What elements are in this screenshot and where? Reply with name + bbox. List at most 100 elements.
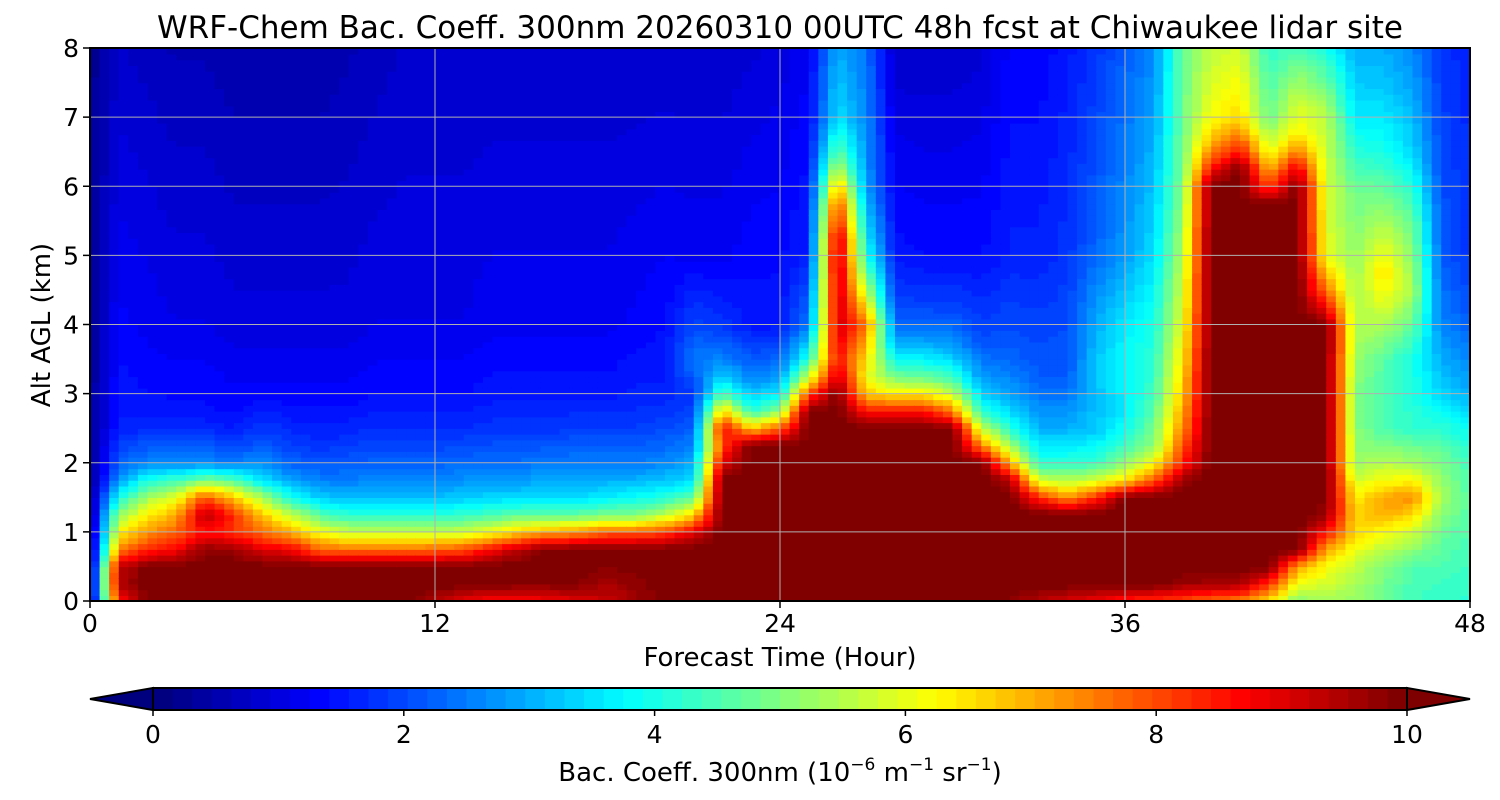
- heatmap-cell: [387, 485, 398, 493]
- heatmap-cell: [195, 399, 206, 406]
- heatmap-cell: [348, 577, 360, 585]
- heatmap-cell: [310, 503, 321, 510]
- heatmap-cell: [300, 122, 312, 130]
- heatmap-cell: [176, 266, 187, 274]
- heatmap-cell: [406, 387, 417, 395]
- heatmap-cell: [320, 71, 331, 78]
- heatmap-cell: [109, 572, 120, 579]
- heatmap-cell: [195, 284, 206, 291]
- heatmap-cell: [569, 145, 580, 153]
- heatmap-cell: [291, 387, 302, 395]
- heatmap-cell: [521, 393, 532, 401]
- heatmap-cell: [109, 272, 120, 280]
- heatmap-cell: [415, 203, 427, 210]
- heatmap-cell: [377, 312, 388, 320]
- heatmap-cell: [224, 577, 235, 585]
- heatmap-cell: [320, 174, 331, 182]
- heatmap-cell: [243, 192, 254, 199]
- heatmap-cell: [320, 128, 331, 136]
- heatmap-cell: [118, 111, 130, 118]
- heatmap-cell: [521, 48, 532, 55]
- heatmap-cell: [300, 203, 312, 210]
- heatmap-cell: [348, 537, 360, 545]
- heatmap-cell: [166, 485, 177, 493]
- heatmap-cell: [425, 462, 436, 470]
- heatmap-cell: [463, 163, 475, 170]
- heatmap-cell: [559, 163, 570, 170]
- heatmap-cell: [559, 318, 570, 326]
- heatmap-cell: [444, 359, 455, 366]
- heatmap-cell: [530, 526, 542, 533]
- heatmap-cell: [291, 48, 302, 55]
- heatmap-cell: [406, 88, 417, 95]
- heatmap-cell: [233, 497, 245, 504]
- heatmap-cell: [195, 370, 206, 378]
- heatmap-cell: [99, 301, 110, 308]
- heatmap-cell: [157, 266, 168, 274]
- heatmap-cell: [329, 226, 340, 234]
- heatmap-cell: [358, 577, 369, 585]
- heatmap-cell: [358, 474, 369, 481]
- heatmap-cell: [511, 560, 522, 568]
- heatmap-cell: [482, 168, 494, 176]
- heatmap-cell: [597, 497, 609, 504]
- heatmap-cell: [348, 243, 360, 251]
- heatmap-cell: [281, 157, 292, 164]
- heatmap-cell: [569, 48, 580, 55]
- heatmap-cell: [435, 134, 446, 141]
- heatmap-cell: [109, 284, 120, 291]
- heatmap-cell: [348, 468, 360, 475]
- heatmap-cell: [530, 347, 542, 354]
- heatmap-cell: [243, 226, 254, 234]
- heatmap-cell: [482, 203, 494, 210]
- heatmap-cell: [521, 111, 532, 118]
- heatmap-cell: [463, 94, 475, 101]
- heatmap-cell: [358, 416, 369, 424]
- heatmap-cell: [550, 117, 561, 124]
- heatmap-cell: [272, 76, 283, 84]
- heatmap-cell: [521, 278, 532, 285]
- heatmap-cell: [569, 474, 580, 481]
- heatmap-cell: [300, 549, 312, 556]
- heatmap-cell: [272, 393, 283, 401]
- heatmap-cell: [540, 324, 551, 331]
- heatmap-cell: [511, 318, 522, 326]
- heatmap-cell: [550, 272, 561, 280]
- heatmap-cell: [463, 174, 475, 182]
- heatmap-cell: [358, 261, 369, 268]
- heatmap-cell: [272, 497, 283, 504]
- heatmap-cell: [348, 128, 360, 136]
- heatmap-cell: [530, 566, 542, 573]
- heatmap-cell: [243, 531, 254, 539]
- heatmap-cell: [511, 456, 522, 464]
- heatmap-cell: [176, 387, 187, 395]
- heatmap-cell: [463, 416, 475, 424]
- heatmap-cell: [281, 289, 292, 297]
- heatmap-cell: [99, 433, 110, 441]
- heatmap-cell: [377, 497, 388, 504]
- heatmap-cell: [109, 433, 120, 441]
- heatmap-cell: [147, 48, 158, 55]
- heatmap-cell: [569, 589, 580, 596]
- heatmap-cell: [233, 577, 245, 585]
- heatmap-cell: [492, 474, 503, 481]
- heatmap-cell: [195, 514, 206, 522]
- heatmap-cell: [377, 111, 388, 118]
- heatmap-cell: [291, 261, 302, 268]
- heatmap-cell: [415, 99, 427, 107]
- heatmap-cell: [444, 272, 455, 280]
- heatmap-cell: [214, 595, 225, 601]
- heatmap-cell: [272, 278, 283, 285]
- heatmap-cell: [463, 312, 475, 320]
- heatmap-cell: [406, 543, 417, 550]
- heatmap-cell: [109, 215, 120, 222]
- heatmap-cell: [339, 480, 350, 487]
- heatmap-cell: [530, 180, 542, 187]
- heatmap-cell: [300, 445, 312, 452]
- heatmap-cell: [339, 53, 350, 61]
- heatmap-cell: [387, 491, 398, 499]
- heatmap-cell: [530, 284, 542, 291]
- heatmap-cell: [454, 480, 465, 487]
- heatmap-cell: [99, 88, 110, 95]
- heatmap-cell: [233, 589, 245, 596]
